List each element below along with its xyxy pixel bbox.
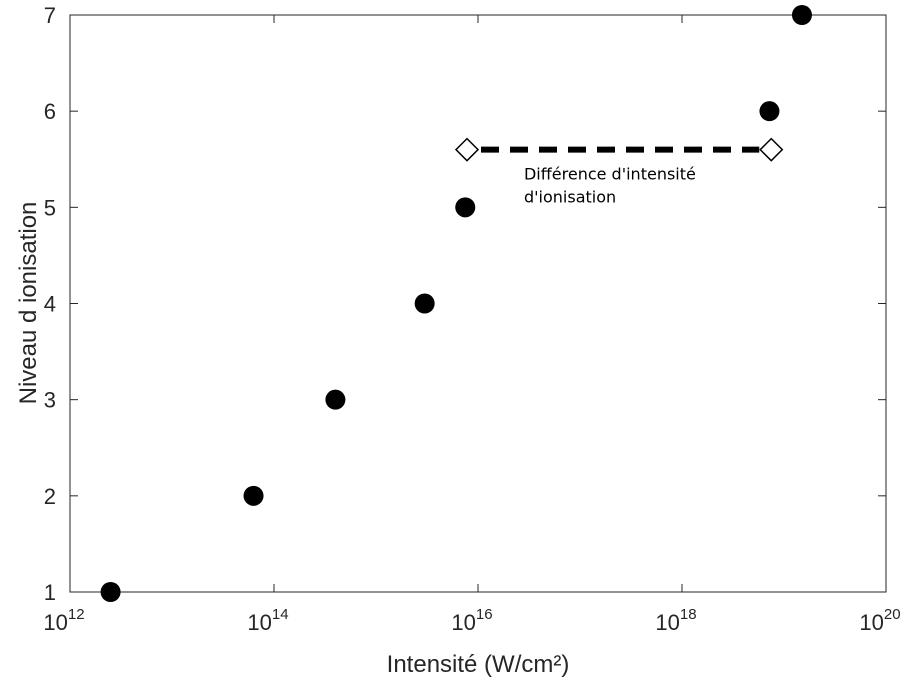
x-tick-label: 1014 (247, 606, 288, 635)
x-tick-label: 1012 (43, 606, 84, 635)
plot-axes (69, 14, 887, 593)
y-tick-label: 7 (44, 3, 56, 28)
data-point (414, 293, 435, 314)
data-point (243, 485, 264, 506)
y-tick-label: 2 (44, 484, 56, 509)
data-point (455, 197, 476, 218)
y-tick-label: 4 (44, 292, 56, 317)
y-axis-title: Niveau d ionisation (15, 202, 42, 405)
y-tick-label: 1 (44, 580, 56, 605)
data-point (791, 5, 812, 25)
data-points (100, 5, 812, 602)
diamond-marker-start (454, 137, 480, 162)
x-tick-label: 1020 (859, 606, 900, 635)
data-point (100, 582, 121, 602)
y-tick-label: 6 (44, 99, 56, 124)
data-point (759, 101, 780, 122)
x-tick-label: 1016 (451, 606, 492, 635)
annotation-label-line: d'ionisation (524, 188, 616, 207)
annotation-label-line: Différence d'intensité (524, 165, 696, 184)
axis-ticks: 1012 1014 1016 1018 1020 1 2 3 4 5 6 7 (43, 3, 900, 635)
x-axis-title: Intensité (W/cm²) (387, 651, 570, 678)
diamond-marker-end (759, 137, 784, 162)
x-tick-label: 1018 (655, 606, 696, 635)
y-tick-label: 5 (44, 195, 56, 220)
data-point (325, 389, 346, 410)
y-tick-label: 3 (44, 388, 56, 413)
plot-frame (69, 14, 887, 593)
intensity-difference-annotation: Différence d'intensité d'ionisation (454, 137, 784, 207)
